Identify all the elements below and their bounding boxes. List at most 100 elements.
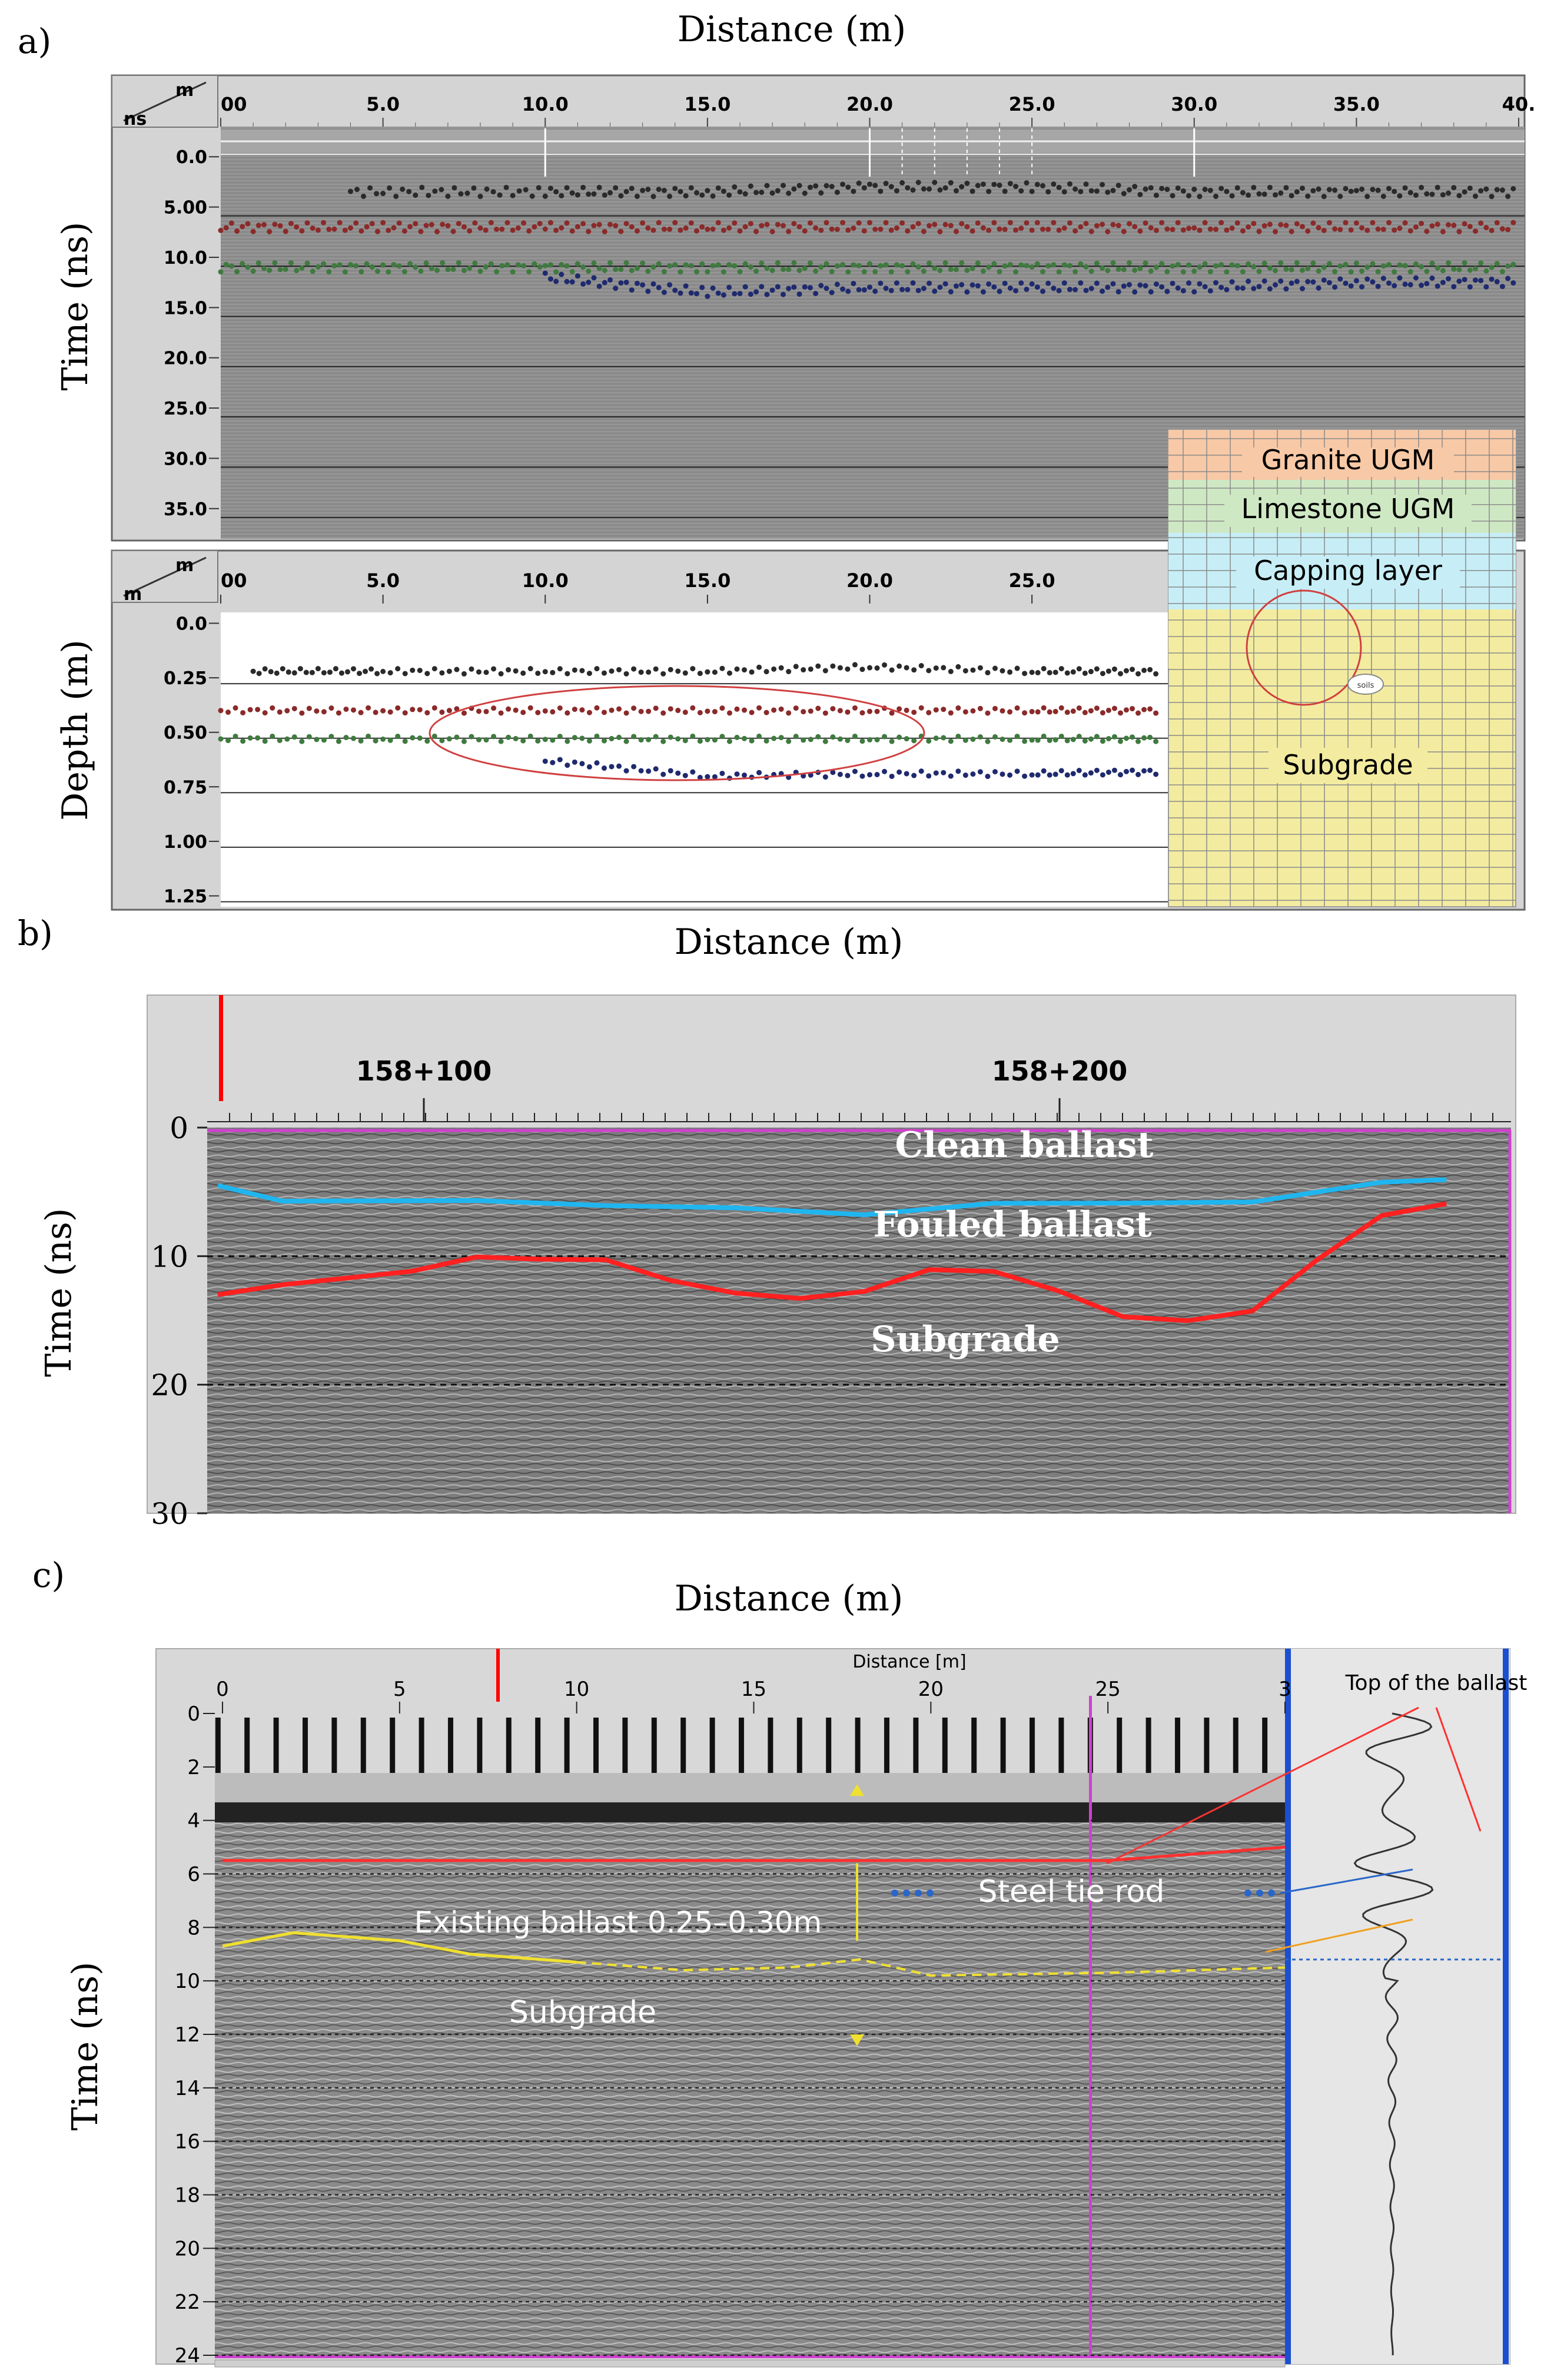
time-data-point bbox=[634, 266, 640, 271]
depth-data-point bbox=[852, 662, 858, 668]
time-data-point bbox=[532, 224, 537, 230]
time-data-point bbox=[618, 267, 624, 273]
depth-data-point bbox=[344, 669, 350, 675]
legend-granite-label: Granite UGM bbox=[1261, 444, 1435, 476]
time-y-tick-label: 20.0 bbox=[164, 349, 207, 369]
time-data-point bbox=[1175, 220, 1181, 226]
time-data-point bbox=[883, 286, 889, 291]
time-data-point bbox=[1440, 280, 1446, 286]
depth-data-point bbox=[233, 705, 238, 711]
time-data-point bbox=[623, 188, 629, 194]
time-data-point bbox=[629, 287, 635, 293]
time-data-point bbox=[829, 226, 835, 232]
time-data-point bbox=[484, 186, 490, 192]
time-data-point bbox=[991, 284, 997, 290]
time-data-point bbox=[1267, 265, 1273, 271]
time-data-point bbox=[980, 225, 986, 231]
depth-data-point bbox=[601, 765, 607, 771]
time-data-point bbox=[872, 226, 878, 232]
time-data-point bbox=[1110, 188, 1116, 194]
time-data-point bbox=[1375, 283, 1381, 289]
time-data-point bbox=[732, 291, 738, 297]
depth-data-point bbox=[970, 736, 976, 742]
time-data-point bbox=[888, 287, 894, 293]
time-data-point bbox=[802, 228, 808, 234]
time-data-point bbox=[1175, 285, 1181, 291]
time-data-point bbox=[818, 283, 824, 289]
time-data-point bbox=[1029, 188, 1035, 194]
time-data-point bbox=[1278, 278, 1284, 284]
depth-plot-area bbox=[221, 612, 1177, 907]
time-data-point bbox=[1413, 224, 1419, 230]
panel-c-xlabel: Distance (m) bbox=[675, 1578, 904, 1619]
time-data-point bbox=[807, 220, 813, 226]
time-data-point bbox=[959, 221, 965, 227]
time-data-point bbox=[564, 185, 570, 191]
time-data-point bbox=[586, 228, 592, 234]
time-data-point bbox=[975, 283, 981, 289]
panel-b-layer-label: Clean ballast bbox=[895, 1125, 1154, 1166]
time-data-point bbox=[927, 186, 932, 192]
time-data-point bbox=[1300, 267, 1305, 273]
time-data-point bbox=[861, 228, 867, 234]
time-data-point bbox=[851, 226, 856, 231]
time-data-point bbox=[1456, 228, 1462, 234]
time-data-point bbox=[948, 266, 954, 272]
depth-data-point bbox=[268, 669, 274, 675]
time-data-point bbox=[1040, 289, 1045, 294]
time-data-point bbox=[1207, 226, 1213, 232]
time-data-point bbox=[1435, 184, 1440, 190]
time-data-point bbox=[1170, 227, 1176, 233]
panel-c-x-tick-label: 0 bbox=[216, 1678, 229, 1701]
time-data-point bbox=[640, 187, 646, 193]
panel-c-y-tick-label: 16 bbox=[175, 2130, 200, 2154]
time-data-point bbox=[613, 185, 619, 191]
time-data-point bbox=[575, 192, 580, 198]
time-data-point bbox=[948, 223, 954, 228]
depth-data-point bbox=[579, 735, 585, 741]
time-data-point bbox=[1489, 276, 1495, 282]
depth-data-point bbox=[333, 666, 338, 672]
time-data-point bbox=[1261, 191, 1267, 197]
panel-c-x-tick-label: 10 bbox=[564, 1678, 589, 1701]
depth-data-point bbox=[1082, 670, 1088, 676]
time-data-point bbox=[331, 263, 337, 269]
time-data-point bbox=[1462, 277, 1467, 283]
panel-c-bottom-line bbox=[215, 2355, 1285, 2358]
time-data-point bbox=[1234, 220, 1240, 226]
time-data-point bbox=[1364, 194, 1370, 200]
depth-data-point bbox=[270, 705, 275, 711]
time-data-point bbox=[1034, 284, 1040, 290]
time-data-point bbox=[532, 261, 537, 267]
time-data-point bbox=[910, 261, 916, 267]
depth-data-point bbox=[491, 734, 497, 740]
time-x-tick-label: 15.0 bbox=[684, 93, 730, 115]
depth-data-point bbox=[299, 710, 305, 716]
depth-data-point bbox=[705, 737, 710, 742]
time-data-point bbox=[694, 190, 699, 195]
depth-data-point bbox=[1041, 733, 1047, 739]
panel-c-y-tick-label: 18 bbox=[175, 2184, 200, 2207]
horizontal-scrollbar[interactable] bbox=[214, 2359, 1286, 2368]
depth-data-point bbox=[1000, 708, 1005, 714]
time-data-point bbox=[432, 188, 438, 194]
depth-data-point bbox=[572, 735, 577, 741]
time-data-point bbox=[845, 289, 851, 294]
depth-data-point bbox=[933, 707, 939, 713]
depth-data-point bbox=[410, 667, 416, 673]
time-data-point bbox=[1397, 275, 1403, 281]
time-data-point bbox=[1218, 220, 1224, 226]
panel-a-depth-ylabel: Depth (m) bbox=[55, 639, 96, 821]
depth-data-point bbox=[306, 734, 312, 740]
depth-data-point bbox=[1147, 734, 1153, 740]
depth-data-point bbox=[941, 770, 947, 775]
time-data-point bbox=[1051, 181, 1057, 187]
depth-data-point bbox=[719, 705, 725, 711]
time-data-point bbox=[569, 228, 575, 234]
time-data-point bbox=[1353, 220, 1359, 226]
depth-data-point bbox=[1088, 770, 1094, 776]
depth-data-point bbox=[1052, 771, 1058, 777]
depth-data-point bbox=[557, 734, 563, 740]
depth-data-point bbox=[1052, 737, 1058, 743]
depth-data-point bbox=[837, 736, 843, 742]
